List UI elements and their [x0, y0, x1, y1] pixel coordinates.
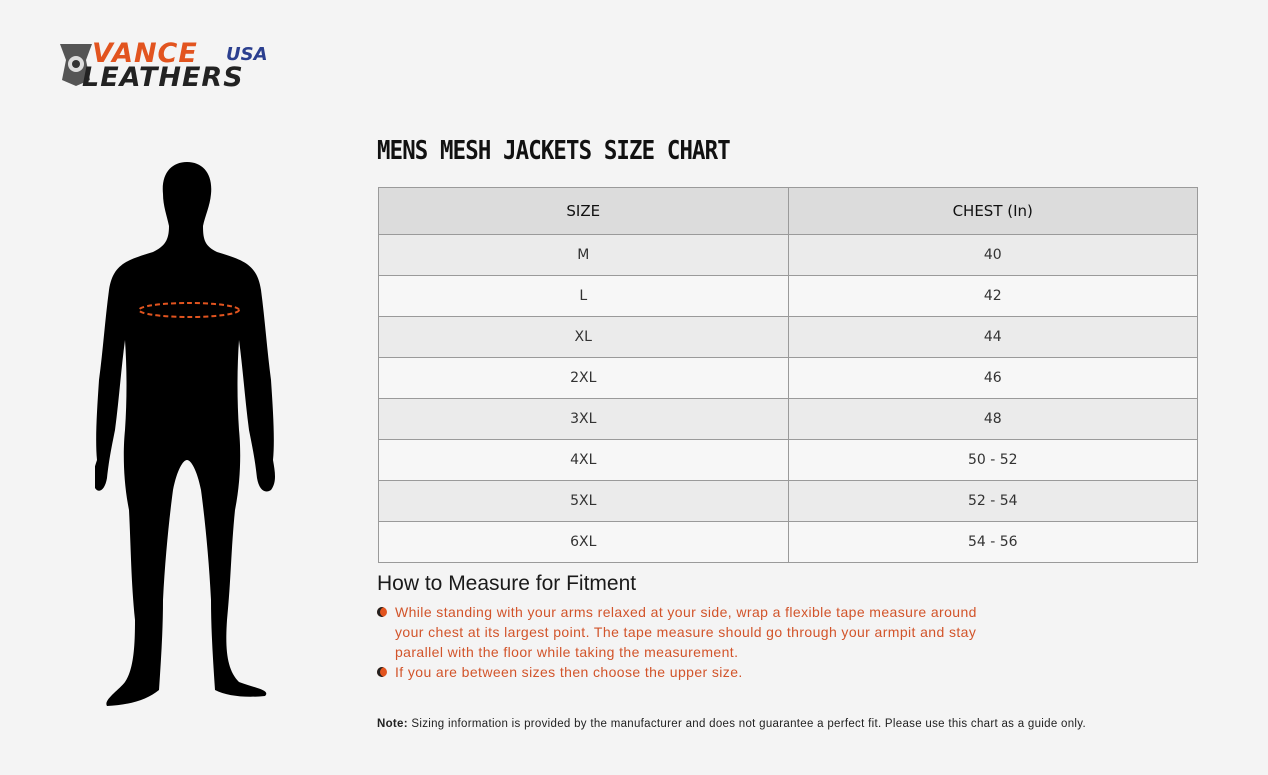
chest-measure-line	[138, 302, 240, 318]
measure-heading: How to Measure for Fitment	[377, 572, 637, 595]
size-cell: L	[378, 275, 789, 317]
table-row: 2XL 46	[378, 357, 1198, 399]
bullet-icon	[377, 667, 387, 677]
measure-text: While standing with your arms relaxed at…	[395, 604, 977, 660]
table-header-row: SIZE CHEST (In)	[378, 187, 1198, 235]
size-cell: 5XL	[378, 480, 789, 522]
chest-cell: 46	[787, 357, 1198, 399]
table-row: 3XL 48	[378, 398, 1198, 440]
brand-line1: VANCE	[92, 38, 198, 69]
chest-cell: 52 - 54	[787, 480, 1198, 522]
chest-cell: 44	[787, 316, 1198, 358]
table-row: 5XL 52 - 54	[378, 480, 1198, 522]
chest-cell: 40	[787, 234, 1198, 276]
brand-line2: LEATHERS	[82, 62, 244, 93]
size-cell: 2XL	[378, 357, 789, 399]
note-text: Sizing information is provided by the ma…	[407, 718, 1086, 730]
size-cell: M	[378, 234, 789, 276]
chest-cell: 48	[787, 398, 1198, 440]
brand-suffix: USA	[226, 44, 268, 65]
size-chart-table: SIZE CHEST (In) M 40 L 42 XL 44 2XL 46 3XL 48…	[378, 187, 1198, 563]
header-chest: CHEST (In)	[787, 187, 1198, 235]
size-cell: 6XL	[378, 521, 789, 563]
chest-cell: 54 - 56	[787, 521, 1198, 563]
table-row: L 42	[378, 275, 1198, 317]
chest-cell: 50 - 52	[787, 439, 1198, 481]
bullet-icon	[377, 607, 387, 617]
disclaimer-note: Note: Sizing information is provided by …	[377, 718, 1086, 730]
note-label: Note:	[377, 718, 408, 730]
size-cell: 3XL	[378, 398, 789, 440]
table-row: M 40	[378, 234, 1198, 276]
table-row: 4XL 50 - 52	[378, 439, 1198, 481]
size-cell: XL	[378, 316, 789, 358]
list-item: If you are between sizes then choose the…	[377, 662, 997, 682]
chest-cell: 42	[787, 275, 1198, 317]
header-size: SIZE	[378, 187, 789, 235]
engine-skull-icon	[60, 44, 92, 86]
page-title: MENS MESH JACKETS SIZE CHART	[377, 136, 731, 166]
measure-text: If you are between sizes then choose the…	[395, 664, 743, 680]
size-cell: 4XL	[378, 439, 789, 481]
body-silhouette	[95, 162, 275, 706]
list-item: While standing with your arms relaxed at…	[377, 602, 997, 662]
table-row: 6XL 54 - 56	[378, 521, 1198, 563]
table-row: XL 44	[378, 316, 1198, 358]
measure-list: While standing with your arms relaxed at…	[377, 602, 997, 682]
brand-logo: VANCE USA LEATHERS	[56, 38, 296, 93]
